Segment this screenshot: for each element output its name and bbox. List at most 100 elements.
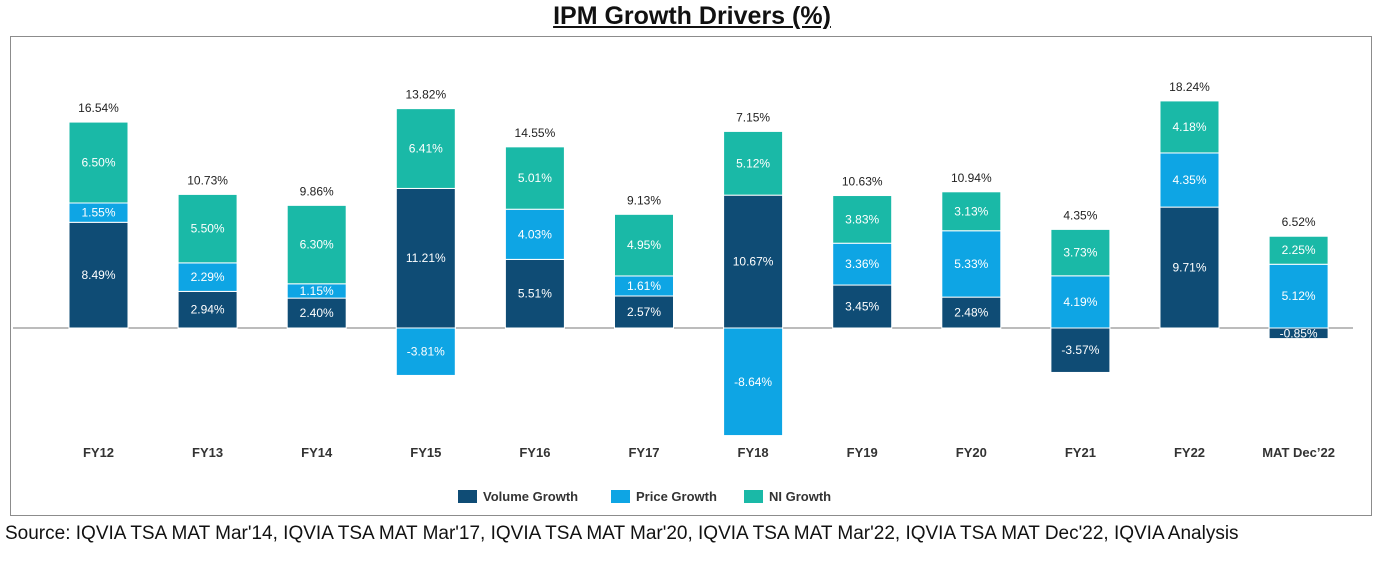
category-label: FY16 [519,445,550,460]
data-label: 3.36% [845,257,879,271]
data-label: 4.19% [1063,295,1097,309]
bar-segment-volume-growth [941,296,1002,329]
category-label: MAT Dec’22 [1262,445,1335,460]
data-label: 4.95% [627,238,661,252]
bar-segment-ni-growth [723,130,784,196]
bar-segment-price-growth [1159,152,1220,208]
legend-label: Price Growth [636,489,717,504]
data-label: 2.25% [1282,243,1316,257]
total-label: 9.86% [300,184,334,198]
bar-segment-price-growth [723,327,784,437]
total-label: 10.94% [951,171,992,185]
legend-swatch [611,490,630,503]
bar-segment-price-growth [395,327,456,376]
data-label: -8.64% [734,375,772,389]
total-label: 4.35% [1063,208,1097,222]
data-label: 11.21% [406,251,446,265]
data-label: 6.30% [300,238,334,252]
bar-segment-ni-growth [1159,100,1220,154]
bar-segment-price-growth [1268,263,1329,329]
legend-label: Volume Growth [483,489,578,504]
total-label: 16.54% [78,101,119,115]
category-label: FY15 [410,445,441,460]
total-label: 13.82% [405,88,446,102]
data-label: 5.50% [191,222,225,236]
bar-segment-price-growth [504,208,565,260]
bar-segment-volume-growth [1159,206,1220,329]
data-label: 6.41% [409,142,443,156]
legend-label: NI Growth [769,489,831,504]
data-label: 8.49% [81,268,115,282]
bar-segment-price-growth [1050,275,1111,329]
data-label: 2.57% [627,305,661,319]
data-label: -3.57% [1061,343,1099,357]
chart-frame: 8.49% 1.55% 6.50% 16.54% FY12 2.94% 2.29% 5.50%… [10,36,1372,516]
bar-segment-ni-growth [286,204,347,285]
data-label: 5.51% [518,287,552,301]
data-label: 3.45% [845,300,879,314]
stacked-bar-chart: 8.49% 1.55% 6.50% 16.54% FY12 2.94% 2.29% 5.50%… [13,80,1353,504]
category-label: FY22 [1174,445,1205,460]
category-label: FY13 [192,445,223,460]
bar-segment-price-growth [941,230,1002,298]
category-label: FY19 [847,445,878,460]
bar-segment-ni-growth [68,121,129,204]
bar-segment-ni-growth [614,213,674,277]
chart-title: IPM Growth Drivers (%) [553,2,831,30]
data-label: 2.29% [191,270,225,284]
data-label: 1.15% [300,284,334,298]
data-label: -0.85% [1280,326,1318,340]
data-label: 5.33% [954,257,988,271]
bar-segment-ni-growth [832,195,893,244]
data-label: 3.13% [954,204,988,218]
bar-segment-volume-growth [68,221,129,329]
source-note: Source: IQVIA TSA MAT Mar'14, IQVIA TSA … [5,523,1239,544]
bar-segment-volume-growth [504,258,565,329]
total-label: 6.52% [1282,215,1316,229]
data-label: 1.61% [627,279,661,293]
total-label: 10.73% [187,173,228,187]
category-label: FY20 [956,445,987,460]
category-label: FY21 [1065,445,1096,460]
data-label: 4.35% [1172,173,1206,187]
category-label: FY17 [628,445,659,460]
total-label: 7.15% [736,110,770,124]
data-label: 3.83% [845,212,879,226]
bar-segment-ni-growth [1268,235,1329,265]
total-label: 18.24% [1169,80,1210,94]
total-label: 14.55% [515,126,556,140]
data-label: 3.73% [1063,246,1097,260]
data-label: 9.71% [1172,261,1206,275]
category-label: FY12 [83,445,114,460]
category-label: FY18 [738,445,769,460]
data-label: 4.18% [1172,120,1206,134]
category-label: FY14 [301,445,333,460]
bar-segment-price-growth [177,262,238,292]
bar-segment-ni-growth [504,146,565,210]
bar-segment-ni-growth [395,108,456,189]
data-label: 6.50% [81,156,115,170]
data-label: -3.81% [407,345,445,359]
bar-segment-ni-growth [941,191,1002,232]
bar-segment-volume-growth [723,194,784,329]
data-label: 4.03% [518,227,552,241]
legend-swatch [744,490,763,503]
bar-segment-price-growth [832,242,893,286]
bar-segment-ni-growth [1050,228,1111,277]
data-label: 5.12% [1282,289,1316,303]
data-label: 2.94% [191,303,225,317]
data-label: 5.01% [518,171,552,185]
bar-segment-volume-growth [614,295,674,329]
total-label: 10.63% [842,175,883,189]
total-label: 9.13% [627,193,661,207]
legend-swatch [458,490,477,503]
bar-segment-volume-growth [1050,327,1111,373]
data-label: 2.40% [300,306,334,320]
data-label: 10.67% [733,255,774,269]
bar-segment-volume-growth [395,187,456,329]
bar-segment-volume-growth [286,297,347,329]
bar-segment-ni-growth [177,193,238,264]
data-label: 1.55% [81,206,115,220]
data-label: 2.48% [954,306,988,320]
data-label: 5.12% [736,156,770,170]
